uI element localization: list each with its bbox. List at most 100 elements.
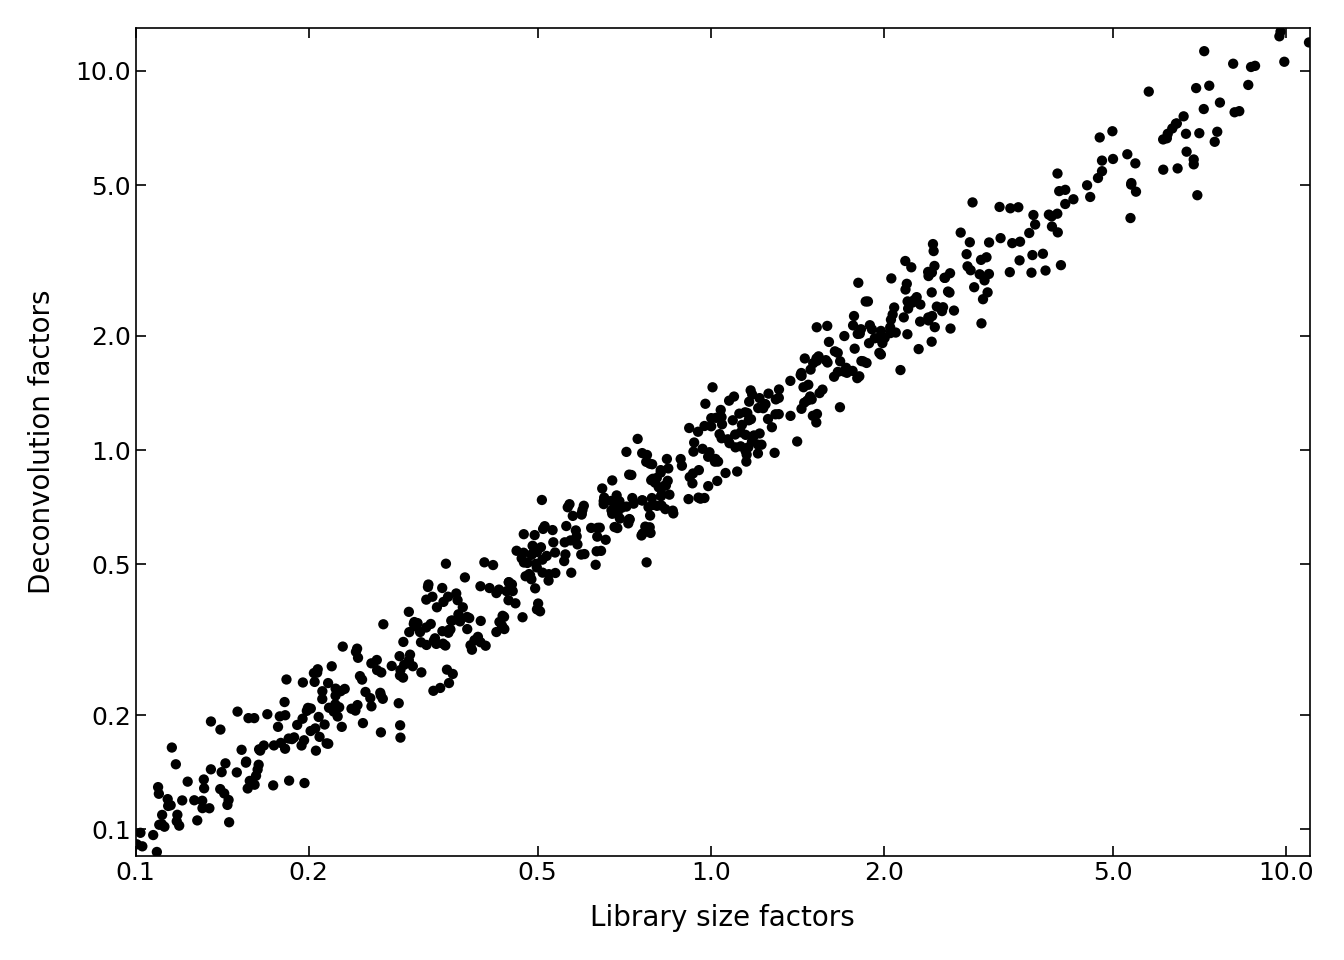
Point bbox=[1047, 206, 1068, 222]
Point bbox=[620, 512, 641, 527]
Point bbox=[473, 555, 495, 570]
Point bbox=[281, 732, 302, 747]
Point bbox=[367, 662, 388, 678]
Point bbox=[758, 386, 780, 401]
Point bbox=[485, 624, 507, 639]
Point bbox=[513, 545, 535, 561]
Point bbox=[305, 743, 327, 758]
Point bbox=[390, 668, 411, 684]
Point bbox=[805, 415, 827, 430]
Point bbox=[883, 300, 905, 315]
Point bbox=[263, 737, 285, 753]
Point bbox=[957, 258, 978, 274]
Point bbox=[438, 622, 460, 637]
Point bbox=[524, 581, 546, 596]
Point bbox=[1176, 144, 1198, 159]
Point bbox=[711, 417, 732, 432]
Point bbox=[520, 571, 542, 587]
Point bbox=[641, 457, 663, 472]
Point bbox=[574, 546, 595, 562]
Point bbox=[457, 610, 478, 625]
Point bbox=[380, 659, 402, 674]
Point bbox=[457, 621, 478, 636]
Point bbox=[520, 547, 542, 563]
Point bbox=[610, 500, 632, 516]
Point bbox=[593, 493, 614, 509]
Point bbox=[749, 426, 770, 442]
Point bbox=[890, 362, 911, 377]
Point bbox=[702, 379, 723, 395]
Point bbox=[531, 492, 552, 508]
Point bbox=[442, 666, 464, 682]
Point bbox=[433, 594, 454, 610]
Point bbox=[1102, 124, 1124, 139]
Point bbox=[757, 412, 778, 427]
Point bbox=[950, 225, 972, 240]
Point bbox=[297, 700, 319, 715]
Point bbox=[841, 363, 863, 378]
Point bbox=[1167, 160, 1188, 176]
Point bbox=[478, 581, 500, 596]
Point bbox=[438, 625, 460, 640]
Point bbox=[974, 273, 996, 288]
Point bbox=[650, 487, 672, 502]
Point bbox=[704, 451, 726, 467]
Point bbox=[544, 545, 566, 561]
Point bbox=[399, 647, 421, 662]
Point bbox=[653, 478, 675, 493]
Point bbox=[317, 676, 339, 691]
Point bbox=[931, 303, 953, 319]
Point bbox=[622, 496, 644, 512]
Point bbox=[1063, 192, 1085, 207]
Point bbox=[290, 738, 312, 754]
Point bbox=[641, 472, 663, 488]
Point bbox=[157, 791, 179, 806]
Point bbox=[210, 722, 231, 737]
Point bbox=[735, 454, 757, 469]
Point bbox=[933, 300, 954, 315]
Point bbox=[1021, 248, 1043, 263]
Point bbox=[505, 543, 527, 559]
Point bbox=[874, 330, 895, 346]
Point bbox=[341, 701, 363, 716]
Point bbox=[570, 547, 591, 563]
Point bbox=[923, 258, 945, 274]
Point bbox=[851, 322, 872, 337]
Point bbox=[870, 324, 891, 339]
Point bbox=[960, 234, 981, 250]
Point bbox=[446, 592, 468, 608]
Point bbox=[836, 360, 857, 375]
Point bbox=[227, 704, 249, 719]
Point bbox=[790, 368, 812, 383]
Point bbox=[398, 653, 419, 668]
Point bbox=[650, 465, 672, 480]
Point bbox=[1048, 183, 1070, 199]
Point bbox=[210, 781, 231, 797]
Point bbox=[1024, 217, 1046, 232]
Point bbox=[1009, 252, 1031, 268]
Point bbox=[239, 773, 261, 788]
Point bbox=[910, 297, 931, 312]
Point bbox=[425, 631, 446, 646]
X-axis label: Library size factors: Library size factors bbox=[590, 904, 855, 932]
Point bbox=[864, 330, 886, 346]
Point bbox=[274, 708, 296, 723]
Point bbox=[415, 592, 437, 608]
Point bbox=[554, 535, 575, 550]
Point bbox=[253, 738, 274, 754]
Point bbox=[800, 389, 821, 404]
Point bbox=[257, 707, 278, 722]
Point bbox=[595, 532, 617, 547]
Point bbox=[152, 807, 173, 823]
Point bbox=[1156, 131, 1177, 146]
Point bbox=[650, 498, 672, 514]
Point bbox=[1238, 77, 1259, 92]
Point bbox=[972, 292, 993, 307]
Point bbox=[1241, 60, 1262, 75]
Point bbox=[99, 846, 121, 861]
Point bbox=[859, 336, 880, 351]
Point bbox=[800, 362, 821, 377]
Point bbox=[314, 717, 336, 732]
Point bbox=[319, 700, 340, 715]
Point bbox=[1157, 126, 1179, 141]
